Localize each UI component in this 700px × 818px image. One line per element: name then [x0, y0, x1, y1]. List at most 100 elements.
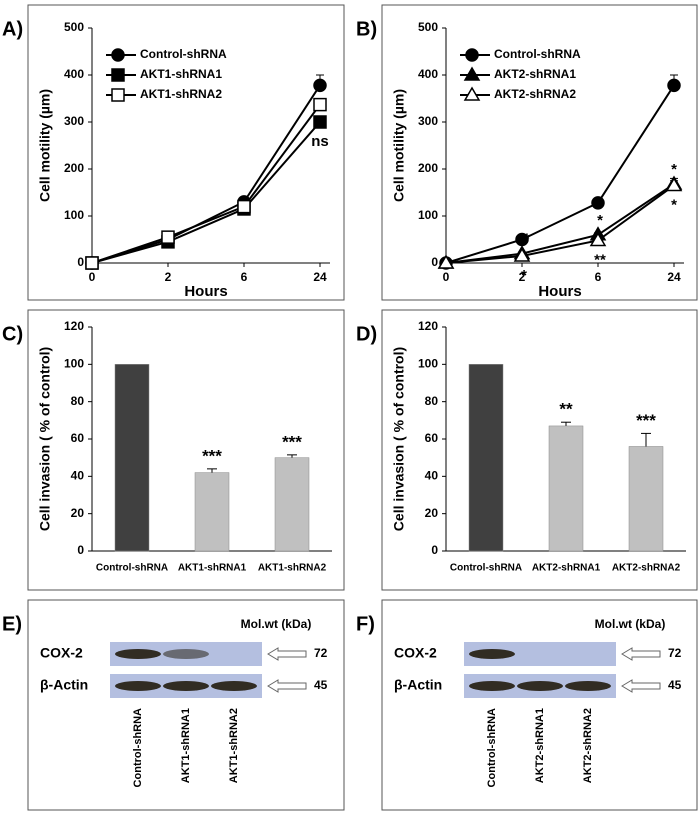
panel-border [381, 599, 698, 811]
panel-label: D) [356, 323, 377, 345]
x-tick-label: 2 [519, 270, 526, 284]
series-line [91, 104, 321, 264]
series-line [445, 184, 675, 264]
x-tick-label: 24 [667, 270, 681, 284]
x-tick-label: 2 [165, 270, 172, 284]
blot-band [565, 681, 611, 691]
lane-label: Control-shRNA [486, 708, 498, 787]
marker [589, 231, 607, 247]
x-tick-label: AKT2-shRNA2 [612, 563, 681, 574]
y-tick-label: 120 [64, 319, 84, 333]
marker [161, 230, 175, 244]
arrow [621, 679, 661, 693]
bar [274, 457, 310, 552]
series-line [445, 84, 675, 264]
lane-label: Control-shRNA [132, 708, 144, 787]
significance: *** [202, 446, 222, 465]
panel-label: B) [356, 18, 377, 40]
y-tick-label: 20 [71, 506, 85, 520]
marker [591, 196, 605, 210]
legend-marker [463, 66, 481, 81]
marker [237, 199, 251, 214]
panel-border [381, 4, 698, 301]
mw-header: Mol.wt (kDa) [241, 617, 312, 631]
marker [313, 97, 327, 112]
y-tick-label: 40 [71, 469, 85, 483]
x-tick-label: AKT2-shRNA1 [532, 563, 601, 574]
mw-header: Mol.wt (kDa) [595, 617, 666, 631]
y-tick-label: 500 [64, 20, 84, 34]
significance: *** [636, 411, 656, 430]
y-tick-label: 300 [418, 114, 438, 128]
x-tick-label: 0 [443, 270, 450, 284]
significance: ns [311, 133, 329, 150]
bar [194, 472, 230, 552]
marker [665, 176, 683, 192]
significance: * [671, 161, 677, 178]
y-tick-label: 0 [77, 543, 84, 557]
y-tick-label: 100 [64, 208, 84, 222]
legend-marker [111, 48, 125, 62]
x-axis-title: Hours [184, 283, 227, 300]
series-line [91, 84, 321, 264]
significance: ** [559, 400, 573, 419]
panel-border [27, 599, 345, 811]
marker [313, 115, 327, 129]
significance: ** [518, 231, 530, 248]
row-label: β-Actin [40, 677, 88, 693]
y-tick-label: 200 [418, 161, 438, 175]
legend-label: AKT1-shRNA2 [140, 87, 222, 101]
y-tick-label: 100 [418, 357, 438, 371]
significance: * [597, 212, 603, 229]
y-tick-label: 120 [418, 319, 438, 333]
blot-band [469, 649, 515, 659]
panel-border [27, 4, 345, 301]
panel-label: A) [2, 18, 23, 40]
blot-band [163, 681, 209, 691]
x-tick-label: 6 [595, 270, 602, 284]
y-tick-label: 20 [425, 506, 439, 520]
series-line [445, 183, 675, 264]
y-tick-label: 400 [64, 67, 84, 81]
x-tick-label: Control-shRNA [96, 563, 168, 574]
lane-label: AKT2-shRNA1 [534, 708, 546, 783]
y-tick-label: 300 [64, 114, 84, 128]
mw-label: 72 [314, 646, 328, 660]
y-axis-title: Cell motility (µm) [391, 89, 407, 202]
y-tick-label: 60 [71, 431, 85, 445]
series-line [91, 121, 321, 264]
panel-label: F) [356, 613, 375, 635]
legend-label: AKT2-shRNA2 [494, 87, 576, 101]
significance: *** [282, 432, 302, 451]
y-tick-label: 60 [425, 431, 439, 445]
y-tick-label: 100 [418, 208, 438, 222]
panel-label: E) [2, 613, 22, 635]
marker [513, 247, 531, 262]
panel-label: C) [2, 323, 23, 345]
marker [437, 254, 455, 269]
bar [628, 446, 664, 552]
legend-marker [463, 86, 481, 101]
x-tick-label: AKT1-shRNA1 [178, 563, 247, 574]
y-tick-label: 0 [431, 255, 438, 269]
panel-border [27, 309, 345, 591]
y-tick-label: 200 [64, 161, 84, 175]
blot-band [211, 681, 257, 691]
row-label: COX-2 [40, 645, 83, 661]
y-tick-label: 0 [431, 543, 438, 557]
significance: * [521, 267, 527, 284]
y-tick-label: 100 [64, 357, 84, 371]
arrow [621, 647, 661, 661]
bar [548, 425, 584, 552]
legend-marker [465, 48, 479, 62]
mw-label: 45 [314, 678, 328, 692]
legend-label: Control-shRNA [140, 47, 227, 61]
bar [468, 364, 504, 552]
y-tick-label: 40 [425, 469, 439, 483]
bar [114, 364, 150, 552]
significance: * [671, 196, 677, 213]
legend-label: Control-shRNA [494, 47, 581, 61]
arrow [267, 679, 307, 693]
blot-band [469, 681, 515, 691]
mw-label: 72 [668, 646, 682, 660]
